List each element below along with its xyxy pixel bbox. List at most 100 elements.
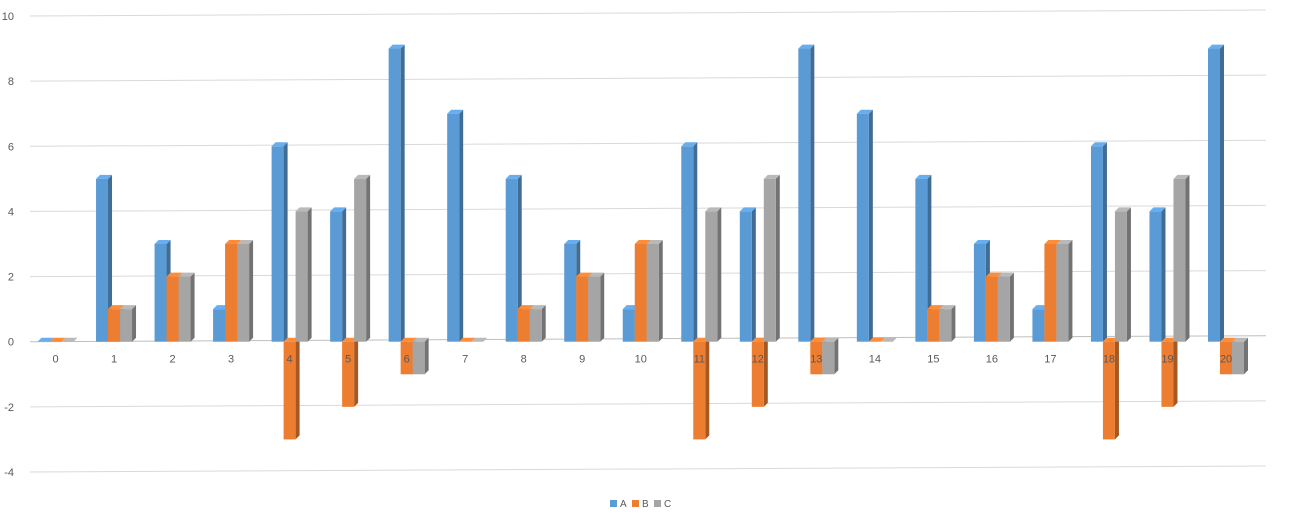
- bar-front-face: [213, 309, 225, 342]
- bar-a-12: [740, 207, 756, 341]
- x-tick-label: 14: [869, 354, 881, 366]
- bar-front-face: [179, 277, 191, 342]
- bar-side-face: [401, 45, 405, 342]
- bar-side-face: [705, 338, 709, 440]
- gridline: [30, 205, 1266, 211]
- bar-front-face: [1232, 342, 1244, 375]
- bar-front-face: [96, 179, 108, 342]
- bar-front-face: [764, 179, 776, 342]
- bar-side-face: [1010, 273, 1014, 342]
- x-tick-label: 9: [579, 354, 585, 366]
- bar-a-20: [1208, 45, 1224, 342]
- bar-side-face: [366, 175, 370, 342]
- bar-side-face: [1103, 142, 1107, 341]
- bar-c-1: [120, 305, 136, 342]
- bar-front-face: [354, 179, 366, 342]
- y-tick-label: 0: [8, 337, 14, 349]
- bar-front-face: [155, 244, 167, 342]
- bar-front-face: [225, 244, 237, 342]
- bar-a-13: [798, 45, 814, 342]
- y-tick-label: -4: [4, 467, 14, 479]
- bar-front-face: [986, 277, 998, 342]
- bar-front-face: [506, 179, 518, 342]
- bar-front-face: [1149, 211, 1161, 341]
- bar-front-face: [647, 244, 659, 342]
- bar-side-face: [764, 338, 768, 407]
- bar-front-face: [1115, 211, 1127, 341]
- gridline: [30, 401, 1266, 407]
- bar-c-16: [998, 273, 1014, 342]
- bar-front-face: [588, 277, 600, 342]
- bar-front-face: [705, 211, 717, 341]
- bar-front-face: [272, 146, 284, 341]
- bar-front-face: [237, 244, 249, 342]
- legend-item-b: B: [632, 499, 649, 510]
- bar-front-face: [752, 342, 764, 407]
- x-tick-label: 15: [927, 354, 939, 366]
- x-tick-label: 1: [111, 354, 117, 366]
- bar-front-face: [1044, 244, 1056, 342]
- x-tick-label: 7: [462, 354, 468, 366]
- y-tick-label: 8: [8, 76, 14, 88]
- legend-item-c: C: [654, 499, 671, 510]
- bar-a-11: [681, 142, 697, 341]
- bar-front-face: [167, 277, 179, 342]
- legend-swatch: [654, 500, 661, 507]
- bar-side-face: [425, 338, 429, 375]
- bar-b-12: [752, 338, 768, 407]
- bar-front-face: [740, 211, 752, 341]
- bar-side-face: [542, 305, 546, 342]
- bar-c-2: [179, 273, 195, 342]
- bar-a-7: [447, 110, 463, 342]
- x-tick-label: 2: [169, 354, 175, 366]
- bar-front-face: [974, 244, 986, 342]
- x-tick-label: 19: [1161, 354, 1173, 366]
- bar-c-13: [822, 338, 838, 375]
- bar-c-15: [939, 305, 955, 342]
- bar-front-face: [120, 309, 132, 342]
- bar-c-17: [1056, 240, 1072, 342]
- bar-side-face: [284, 142, 288, 341]
- bar-c-12: [764, 175, 780, 342]
- bar-side-face: [717, 207, 721, 341]
- bar-front-face: [998, 277, 1010, 342]
- x-tick-label: 16: [986, 354, 998, 366]
- bar-front-face: [822, 342, 834, 375]
- bar-front-face: [330, 211, 342, 341]
- bar-side-face: [659, 240, 663, 342]
- bar-front-face: [1208, 49, 1220, 342]
- legend-item-a: A: [610, 499, 627, 510]
- bar-c-4: [296, 207, 312, 341]
- bar-front-face: [413, 342, 425, 375]
- bar-side-face: [459, 110, 463, 342]
- bar-side-face: [1161, 207, 1165, 341]
- bar-side-face: [1127, 207, 1131, 341]
- bar-front-face: [530, 309, 542, 342]
- bar-side-face: [776, 175, 780, 342]
- bar-a-19: [1149, 207, 1165, 341]
- bar-c-20: [1232, 338, 1248, 375]
- bar-front-face: [798, 49, 810, 342]
- x-tick-label: 12: [752, 354, 764, 366]
- bar-side-face: [308, 207, 312, 341]
- bar-side-face: [951, 305, 955, 342]
- gridline: [30, 75, 1266, 81]
- bar-side-face: [354, 338, 358, 407]
- bar-c-19: [1173, 175, 1189, 342]
- bar-side-face: [1244, 338, 1248, 375]
- x-tick-label: 4: [287, 354, 293, 366]
- x-tick-label: 10: [635, 354, 647, 366]
- bar-front-face: [576, 277, 588, 342]
- y-tick-label: 10: [2, 11, 14, 23]
- bar-front-face: [857, 114, 869, 342]
- bar-b-5: [342, 338, 358, 407]
- y-tick-label: 4: [8, 206, 14, 218]
- bar-front-face: [915, 179, 927, 342]
- gridline: [30, 140, 1266, 146]
- bar-front-face: [1161, 342, 1173, 407]
